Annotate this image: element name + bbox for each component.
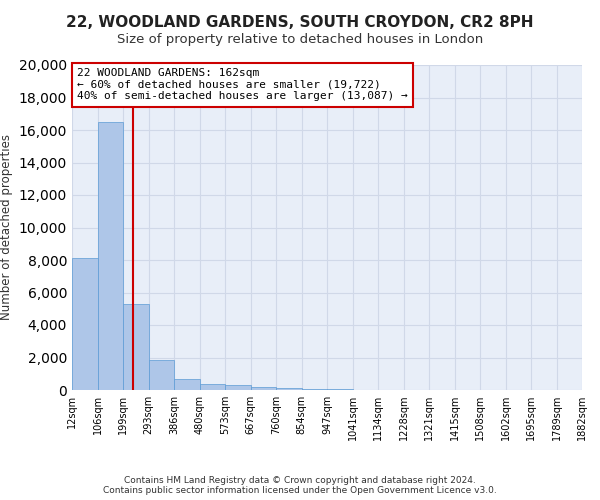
Bar	[123, 304, 149, 390]
Bar	[225, 386, 251, 390]
Bar	[149, 360, 174, 390]
Bar	[302, 388, 327, 390]
Y-axis label: Number of detached properties: Number of detached properties	[0, 134, 13, 320]
Text: Size of property relative to detached houses in London: Size of property relative to detached ho…	[117, 32, 483, 46]
Text: Contains HM Land Registry data © Crown copyright and database right 2024.
Contai: Contains HM Land Registry data © Crown c…	[103, 476, 497, 495]
Bar	[251, 387, 276, 390]
Bar	[199, 384, 225, 390]
Bar	[97, 122, 123, 390]
Bar	[72, 258, 97, 390]
Text: 22, WOODLAND GARDENS, SOUTH CROYDON, CR2 8PH: 22, WOODLAND GARDENS, SOUTH CROYDON, CR2…	[66, 15, 534, 30]
Bar	[276, 388, 302, 390]
Bar	[174, 380, 199, 390]
Text: 22 WOODLAND GARDENS: 162sqm
← 60% of detached houses are smaller (19,722)
40% of: 22 WOODLAND GARDENS: 162sqm ← 60% of det…	[77, 68, 408, 102]
